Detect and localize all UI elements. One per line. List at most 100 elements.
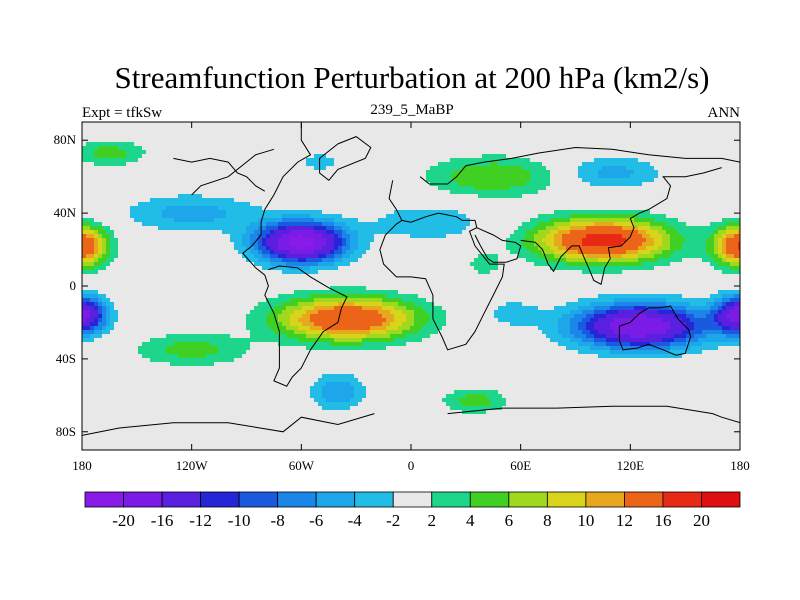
field-cell [614, 230, 618, 234]
field-cell [498, 186, 502, 190]
field-cell [526, 322, 530, 326]
field-cell [322, 290, 326, 294]
field-cell [490, 390, 494, 394]
field-cell [466, 166, 470, 170]
field-cell [626, 234, 630, 238]
field-cell [270, 246, 274, 250]
field-cell [626, 162, 630, 166]
field-cell [190, 222, 194, 226]
field-cell [90, 146, 94, 150]
field-cell [354, 342, 358, 346]
field-cell [586, 178, 590, 182]
field-cell [658, 214, 662, 218]
field-cell [114, 254, 118, 258]
field-cell [90, 338, 94, 342]
field-cell [286, 314, 290, 318]
field-cell [94, 290, 98, 294]
field-cell [414, 222, 418, 226]
field-cell [394, 342, 398, 346]
field-cell [650, 218, 654, 222]
field-cell [630, 218, 634, 222]
field-cell [166, 218, 170, 222]
field-cell [654, 326, 658, 330]
field-cell [342, 342, 346, 346]
field-cell [486, 182, 490, 186]
field-cell [566, 302, 570, 306]
field-cell [290, 250, 294, 254]
field-cell [606, 254, 610, 258]
field-cell [474, 178, 478, 182]
field-cell [526, 174, 530, 178]
field-cell [610, 258, 614, 262]
field-cell [294, 270, 298, 274]
field-cell [214, 358, 218, 362]
field-cell [146, 210, 150, 214]
field-cell [654, 334, 658, 338]
field-cell [686, 242, 690, 246]
field-cell [394, 226, 398, 230]
field-cell [138, 150, 142, 154]
field-cell [602, 166, 606, 170]
field-cell [306, 302, 310, 306]
field-cell [362, 246, 366, 250]
field-cell [702, 246, 706, 250]
field-cell [690, 242, 694, 246]
field-cell [334, 394, 338, 398]
field-cell [414, 318, 418, 322]
field-cell [514, 310, 518, 314]
field-cell [286, 238, 290, 242]
field-cell [562, 218, 566, 222]
field-cell [306, 306, 310, 310]
field-cell [538, 186, 542, 190]
field-cell [314, 158, 318, 162]
field-cell [718, 234, 722, 238]
field-cell [306, 330, 310, 334]
field-cell [346, 334, 350, 338]
field-cell [442, 170, 446, 174]
field-cell [334, 330, 338, 334]
field-cell [422, 302, 426, 306]
field-cell [258, 210, 262, 214]
field-cell [86, 338, 90, 342]
y-tick-label: 40N [54, 205, 77, 220]
field-cell [398, 334, 402, 338]
field-cell [298, 222, 302, 226]
field-cell [346, 234, 350, 238]
field-cell [666, 262, 670, 266]
field-cell [566, 342, 570, 346]
field-cell [566, 314, 570, 318]
field-cell [150, 222, 154, 226]
field-cell [158, 210, 162, 214]
field-cell [602, 242, 606, 246]
field-cell [486, 270, 490, 274]
field-cell [582, 162, 586, 166]
field-cell [498, 194, 502, 198]
field-cell [554, 306, 558, 310]
field-cell [274, 254, 278, 258]
field-cell [478, 406, 482, 410]
field-cell [370, 298, 374, 302]
field-cell [286, 342, 290, 346]
field-cell [626, 302, 630, 306]
field-cell [178, 202, 182, 206]
field-cell [646, 250, 650, 254]
field-cell [642, 254, 646, 258]
field-cell [358, 342, 362, 346]
field-cell [346, 330, 350, 334]
field-cell [174, 346, 178, 350]
field-cell [118, 142, 122, 146]
field-cell [638, 350, 642, 354]
field-cell [570, 234, 574, 238]
field-cell [710, 346, 714, 350]
field-cell [90, 250, 94, 254]
field-cell [538, 230, 542, 234]
field-cell [222, 226, 226, 230]
field-cell [310, 270, 314, 274]
field-cell [614, 322, 618, 326]
field-cell [138, 346, 142, 350]
field-cell [454, 214, 458, 218]
field-cell [346, 306, 350, 310]
field-cell [722, 318, 726, 322]
field-cell [530, 322, 534, 326]
field-cell [638, 234, 642, 238]
